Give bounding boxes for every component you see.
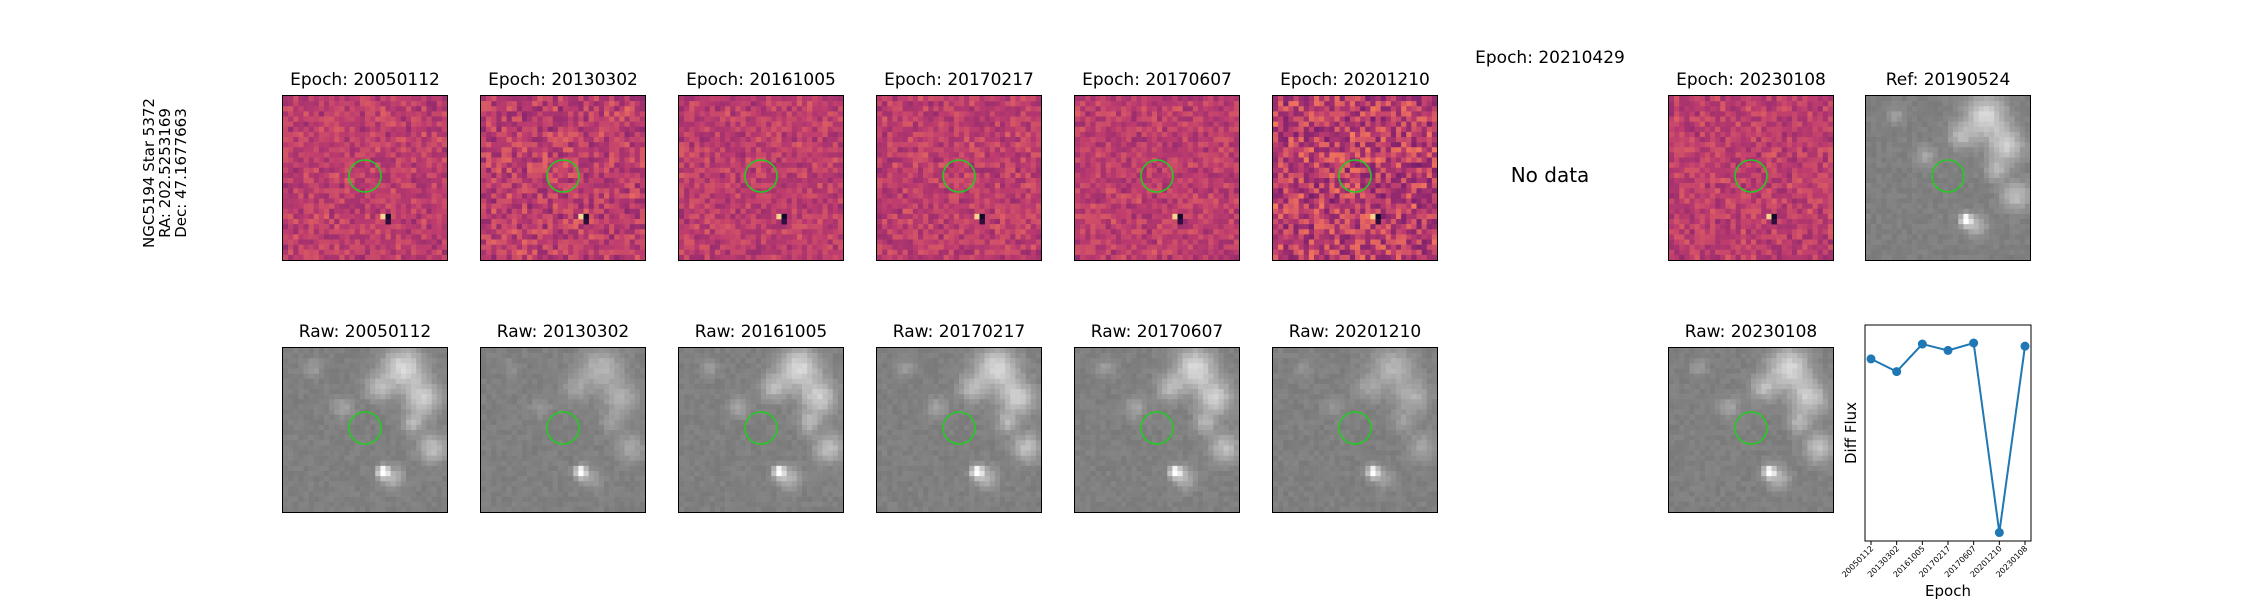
raw-title-0: Raw: 20050112 [298,322,432,342]
diff-image-0 [282,95,448,261]
star-name: NGC5194 Star 5372 [140,98,158,248]
diff-image-3 [876,95,1042,261]
raw-image-4 [1074,347,1240,513]
diff-title-0: Epoch: 20050112 [290,70,440,90]
diff-image-7 [1668,95,1834,261]
data-point [1866,354,1876,364]
raw-title-2: Raw: 20161005 [694,322,828,342]
raw-image-5 [1272,347,1438,513]
data-point [1892,367,1902,377]
raw-image-3 [876,347,1042,513]
y-axis-label: Diff Flux [1842,402,1860,464]
raw-image-1 [480,347,646,513]
diff-title-1: Epoch: 20130302 [488,70,638,90]
raw-title-1: Raw: 20130302 [496,322,630,342]
raw-image-0 [282,347,448,513]
diff-title-7: Epoch: 20230108 [1676,70,1826,90]
data-point [1969,338,1979,348]
diff-title-5: Epoch: 20201210 [1280,70,1430,90]
data-point [2020,341,2030,351]
star-dec: Dec: 47.1677663 [172,108,190,238]
raw-image-2 [678,347,844,513]
raw-title-6: Raw: 20230108 [1684,322,1818,342]
diff-image-2 [678,95,844,261]
x-axis-label: Epoch [1925,582,1971,600]
diff-title-2: Epoch: 20161005 [686,70,836,90]
raw-image-6 [1668,347,1834,513]
no-data-text: No data [1510,163,1590,187]
diff-title-3: Epoch: 20170217 [884,70,1034,90]
diff-image-1 [480,95,646,261]
data-point [1917,339,1927,349]
diff-image-4 [1074,95,1240,261]
diff-flux-lightcurve-chart: 2005011220130302201610052017021720170607… [1840,324,2032,600]
raw-title-5: Raw: 20201210 [1288,322,1422,342]
diff-title-6: Epoch: 20210429 [1475,48,1625,68]
raw-title-4: Raw: 20170607 [1090,322,1224,342]
ref-title: Ref: 20190524 [1885,70,2011,90]
diff-title-4: Epoch: 20170607 [1082,70,1232,90]
ref-image [1865,95,2031,261]
star-ra: RA: 202.5253169 [156,108,174,238]
plot-axes-frame [1864,324,2032,542]
raw-title-3: Raw: 20170217 [892,322,1026,342]
data-point [1994,528,2004,538]
data-point [1943,345,1953,355]
diff-image-5 [1272,95,1438,261]
